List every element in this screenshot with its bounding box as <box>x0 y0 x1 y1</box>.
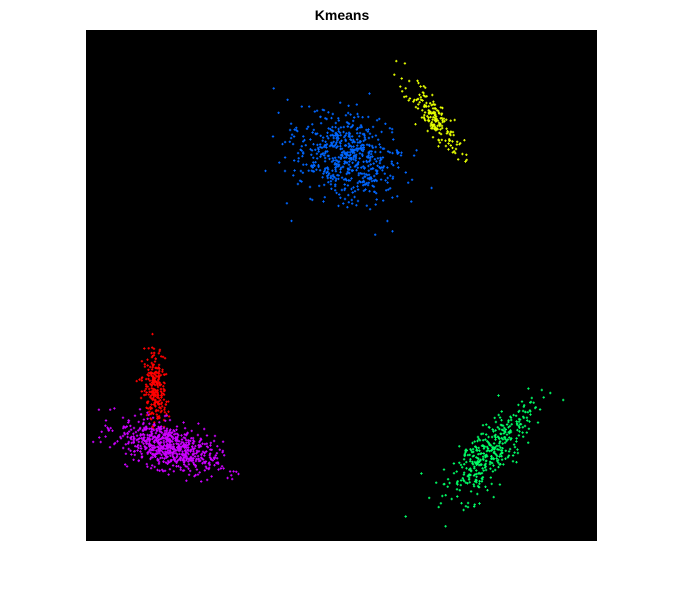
chart-title: Kmeans <box>314 7 370 23</box>
cluster-4-points <box>92 407 240 483</box>
plot-background <box>86 30 597 541</box>
scatter-plot <box>86 30 597 541</box>
cluster-3-points <box>135 332 171 435</box>
cluster-5-points <box>404 387 565 528</box>
cluster-2-points <box>393 59 468 163</box>
cluster-1-points <box>264 87 433 236</box>
points-layer <box>92 59 565 528</box>
